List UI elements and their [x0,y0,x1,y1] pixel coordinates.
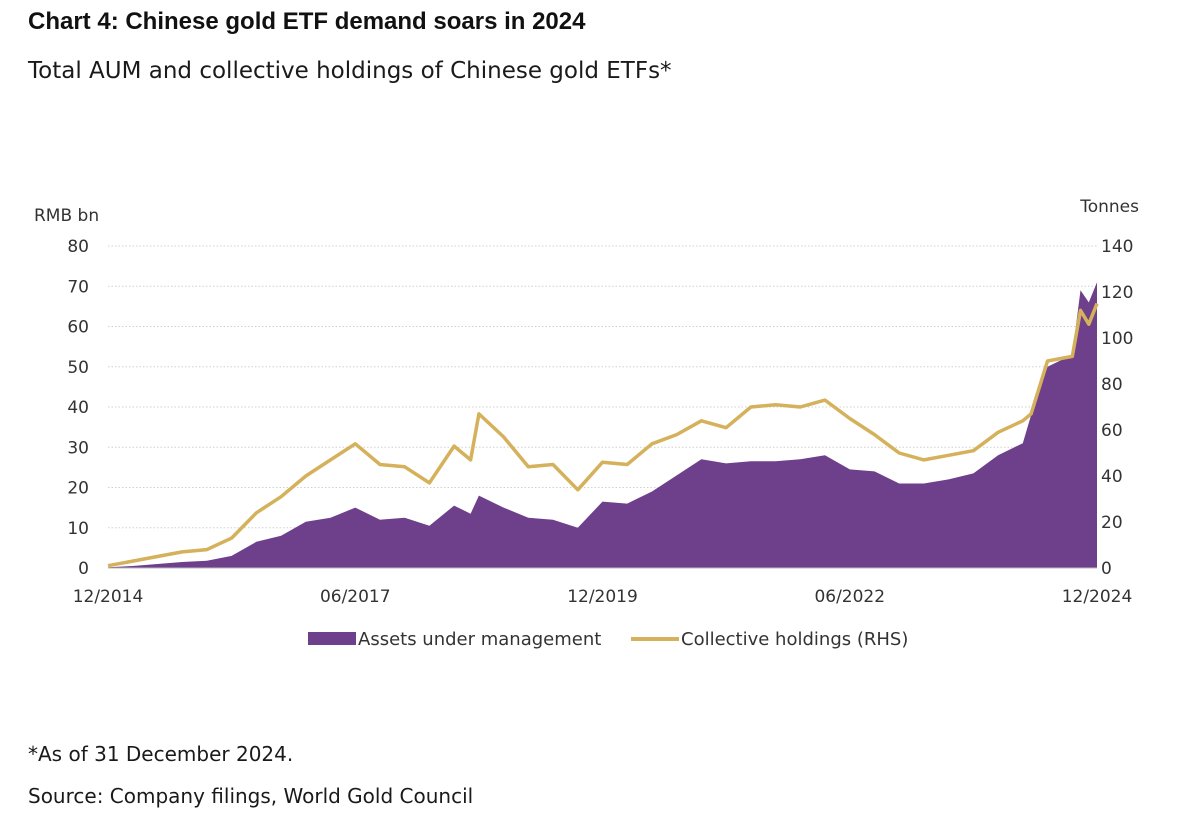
left-tick-label: 40 [67,398,89,418]
chart-title: Chart 4: Chinese gold ETF demand soars i… [28,8,586,35]
holdings-line [107,302,1099,568]
right-tick-label: 100 [1101,329,1133,349]
left-tick-label: 0 [78,559,89,579]
legend-swatch-aum [308,632,356,645]
legend-label-holdings: Collective holdings (RHS) [681,629,908,650]
left-tick-label: 50 [67,358,89,378]
left-tick-label: 30 [67,438,89,458]
chart-subtitle: Total AUM and collective holdings of Chi… [28,58,672,84]
legend: Assets under management Collective holdi… [308,629,908,650]
x-tick-label: 12/2014 [73,587,144,607]
right-tick-label: 60 [1101,421,1123,441]
aum-area [108,282,1097,568]
right-tick-label: 140 [1101,237,1133,257]
source-note: Source: Company filings, World Gold Coun… [28,784,474,808]
x-tick-label: 06/2022 [814,587,885,607]
x-tick-label: 12/2024 [1062,587,1133,607]
right-axis-label: Tonnes [1079,197,1139,217]
x-tick-label: 06/2017 [320,587,391,607]
right-tick-label: 80 [1101,375,1123,395]
right-tick-label: 120 [1101,283,1133,303]
left-tick-label: 80 [67,237,89,257]
series-layer [107,282,1099,568]
left-tick-label: 60 [67,318,89,338]
left-tick-label: 10 [67,519,89,539]
x-tick-label: 12/2019 [567,587,638,607]
axes: RMB bn Tonnes 0 10 20 30 40 50 60 70 80 0 20 40 60 80… [34,197,1139,607]
left-axis-label: RMB bn [34,206,99,226]
legend-label-aum: Assets under management [358,629,601,650]
footnote: *As of 31 December 2024. [28,742,294,766]
right-tick-label: 0 [1101,559,1112,579]
right-tick-label: 40 [1101,467,1123,487]
left-tick-label: 70 [67,277,89,297]
right-tick-label: 20 [1101,513,1123,533]
left-tick-label: 20 [67,479,89,499]
